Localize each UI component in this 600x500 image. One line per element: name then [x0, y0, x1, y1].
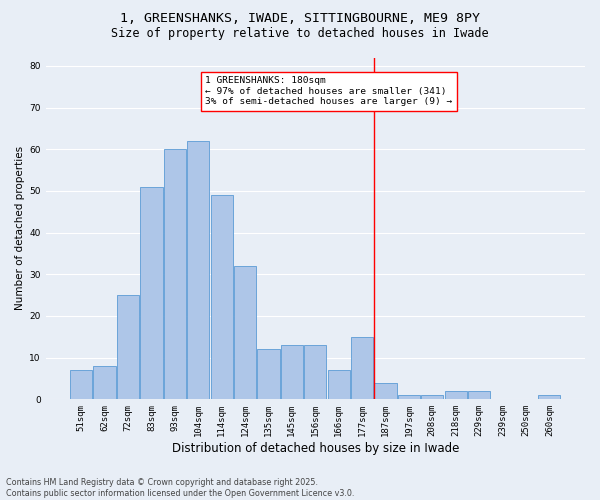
Text: 1, GREENSHANKS, IWADE, SITTINGBOURNE, ME9 8PY: 1, GREENSHANKS, IWADE, SITTINGBOURNE, ME…: [120, 12, 480, 26]
Bar: [117, 295, 139, 400]
Bar: [304, 345, 326, 400]
Bar: [445, 391, 467, 400]
Bar: [140, 186, 163, 400]
Bar: [70, 370, 92, 400]
Bar: [187, 141, 209, 400]
Text: 1 GREENSHANKS: 180sqm
← 97% of detached houses are smaller (341)
3% of semi-deta: 1 GREENSHANKS: 180sqm ← 97% of detached …: [205, 76, 452, 106]
Bar: [374, 382, 397, 400]
Bar: [398, 395, 420, 400]
Bar: [257, 350, 280, 400]
Text: Size of property relative to detached houses in Iwade: Size of property relative to detached ho…: [111, 28, 489, 40]
Bar: [234, 266, 256, 400]
Bar: [211, 195, 233, 400]
Bar: [421, 395, 443, 400]
Bar: [538, 395, 560, 400]
Bar: [351, 337, 373, 400]
Bar: [281, 345, 303, 400]
Bar: [164, 149, 186, 400]
X-axis label: Distribution of detached houses by size in Iwade: Distribution of detached houses by size …: [172, 442, 459, 455]
Bar: [94, 366, 116, 400]
Bar: [328, 370, 350, 400]
Y-axis label: Number of detached properties: Number of detached properties: [15, 146, 25, 310]
Bar: [468, 391, 490, 400]
Text: Contains HM Land Registry data © Crown copyright and database right 2025.
Contai: Contains HM Land Registry data © Crown c…: [6, 478, 355, 498]
